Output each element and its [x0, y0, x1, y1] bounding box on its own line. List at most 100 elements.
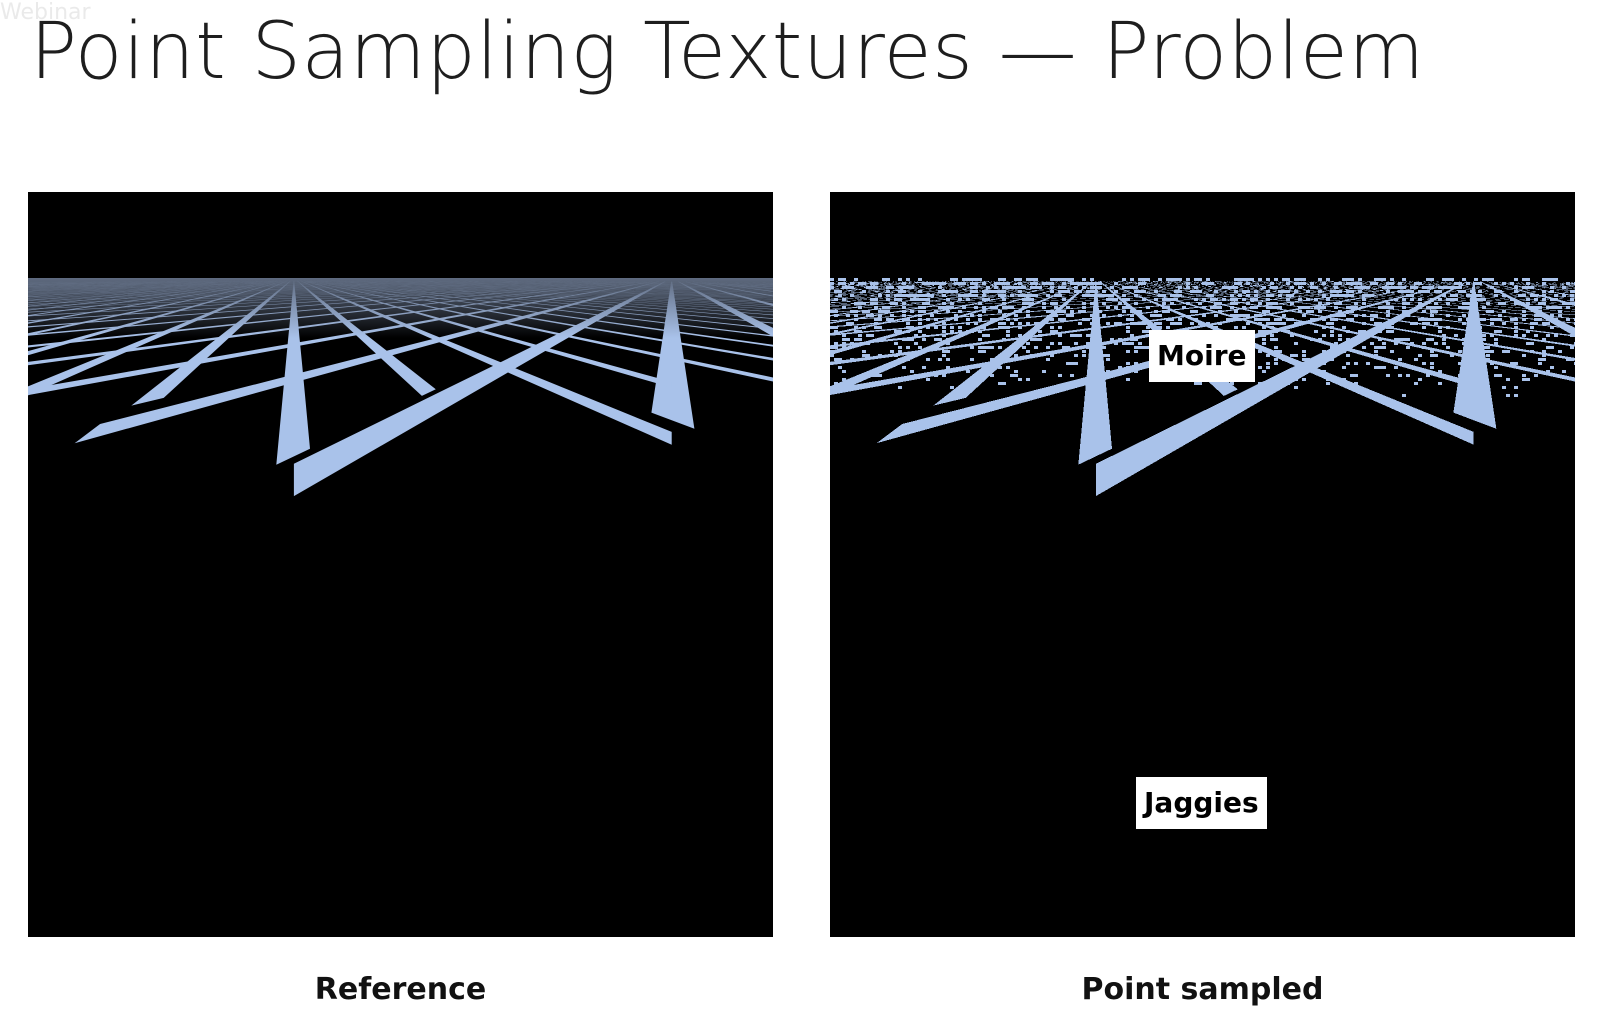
point-sampled-grid-line — [1494, 281, 1575, 297]
point-sampled-grid-line — [830, 280, 1100, 283]
point-sampled-grid-line — [830, 280, 1324, 291]
point-sampled-grid-line — [830, 280, 1002, 287]
point-sampled-grid-line — [1315, 280, 1575, 285]
point-sampled-grid-line — [830, 280, 1049, 295]
point-sampled-grid-line — [830, 280, 1378, 298]
point-sampled-grid-line — [1293, 280, 1575, 285]
point-sampled-grid-line — [830, 280, 1039, 292]
point-sampled-grid-line — [830, 280, 1244, 286]
point-sampled-grid-line — [1211, 280, 1575, 290]
point-sampled-grid-line — [830, 280, 1346, 293]
reference-caption: Reference — [314, 972, 487, 1007]
point-sampled-grid-line — [830, 280, 1228, 286]
point-sampled-grid-line — [830, 280, 1146, 284]
point-sampled-grid-line — [1112, 280, 1575, 361]
reference-image — [28, 192, 773, 937]
point-sampled-grid-line — [830, 280, 1404, 305]
point-sampled-grid-line — [1278, 280, 1575, 286]
point-sampled-grid-line — [1250, 280, 1575, 287]
point-sampled-grid-line — [830, 281, 930, 284]
point-sampled-grid-line — [830, 280, 1383, 299]
point-sampled-grid-line — [830, 281, 941, 284]
point-sampled-grid-line — [830, 281, 1413, 310]
point-sampled-grid-line — [1078, 280, 1112, 465]
point-sampled-grid-line — [830, 280, 1104, 283]
point-sampled-grid-line — [830, 280, 1080, 324]
point-sampled-grid-line — [830, 280, 1042, 293]
point-sampled-grid-line — [1248, 280, 1575, 288]
reference-sky — [28, 192, 773, 278]
point-sampled-grid-line — [830, 280, 1286, 288]
point-sampled-grid-line — [1200, 280, 1575, 292]
point-sampled-grid-line — [1487, 281, 1575, 307]
slide-title: Point Sampling Textures — Problem — [30, 7, 1425, 97]
point-sampled-grid-line — [830, 281, 1423, 317]
reference-horizon-haze — [28, 278, 773, 338]
point-sampled-grid-line — [1126, 280, 1575, 324]
point-sampled-grid-line — [1224, 280, 1575, 289]
point-sampled-grid-line — [830, 281, 862, 283]
point-sampled-grid-line — [830, 280, 984, 285]
point-sampled-grid-line — [830, 280, 1046, 294]
point-sampled-grid-line — [830, 281, 895, 283]
point-sampled-grid-line — [830, 281, 1428, 322]
point-sampled-grid-line — [1304, 280, 1575, 285]
point-sampled-grid-line — [1517, 282, 1575, 288]
point-sampled-grid-line — [830, 280, 1066, 304]
reference-grid-line — [276, 280, 310, 465]
point-sampled-grid-line — [830, 280, 1164, 284]
point-sampled-grid-line — [1180, 280, 1575, 295]
point-sampled-grid-line — [1501, 281, 1575, 292]
point-sampled-grid-line — [1193, 280, 1575, 293]
point-sampled-grid-line — [1153, 280, 1575, 302]
point-sampled-grid-render — [830, 192, 1575, 937]
point-sampled-grid-line — [830, 280, 1115, 284]
point-sampled-grid-line — [1142, 280, 1575, 308]
moire-label: Moire — [1149, 330, 1255, 382]
point-sampled-grid-line — [1453, 281, 1497, 429]
point-sampled-grid-line — [830, 280, 1259, 287]
point-sampled-grid-line — [1202, 280, 1575, 291]
point-sampled-grid-line — [1230, 280, 1575, 289]
watermark: Webinar — [0, 0, 91, 25]
point-sampled-grid-line — [1220, 280, 1575, 290]
point-sampled-grid-line — [1146, 280, 1575, 306]
point-sampled-grid-line — [1280, 280, 1575, 286]
reference-grid-line — [651, 281, 695, 429]
point-sampled-grid-line — [830, 280, 1293, 289]
reference-grid-render — [28, 192, 773, 937]
point-sampled-grid-line — [1309, 280, 1575, 285]
point-sampled-grid-line — [830, 281, 841, 282]
point-sampled-grid-line — [876, 281, 1462, 444]
point-sampled-grid-line — [830, 280, 1308, 290]
point-sampled-grid-line — [830, 280, 1313, 290]
point-sampled-grid-line — [1150, 280, 1575, 304]
point-sampled-grid-line — [830, 280, 1090, 396]
point-sampled-sky — [830, 192, 1575, 278]
point-sampled-grid-line — [1323, 280, 1575, 285]
point-sampled-grid-line — [1166, 280, 1575, 298]
point-sampled-grid-line — [830, 280, 1319, 290]
point-sampled-grid-line — [830, 281, 946, 284]
point-sampled-grid-line — [1254, 280, 1575, 287]
point-sampled-grid-line — [830, 280, 1191, 285]
reference-grid-line — [300, 280, 672, 445]
point-sampled-grid-line — [830, 281, 848, 282]
point-sampled-grid-line — [1136, 280, 1575, 313]
point-sampled-grid-line — [830, 280, 1016, 288]
point-sampled-grid-line — [1102, 280, 1474, 445]
point-sampled-grid-line — [830, 281, 1438, 336]
point-sampled-grid-line — [1095, 281, 1468, 497]
point-sampled-grid-line — [830, 281, 889, 283]
reference-grid-line — [293, 281, 666, 497]
point-sampled-grid-line — [1302, 280, 1575, 285]
point-sampled-grid-line — [830, 280, 1000, 286]
point-sampled-caption: Point sampled — [1081, 972, 1324, 1007]
point-sampled-grid-line — [1479, 281, 1575, 337]
point-sampled-grid-line — [830, 280, 1222, 286]
reference-grid-line — [28, 281, 654, 396]
point-sampled-grid-line — [1213, 280, 1575, 290]
point-sampled-grid-line — [1122, 280, 1575, 330]
jaggies-label: Jaggies — [1136, 777, 1267, 829]
point-sampled-grid-line — [830, 280, 1206, 285]
